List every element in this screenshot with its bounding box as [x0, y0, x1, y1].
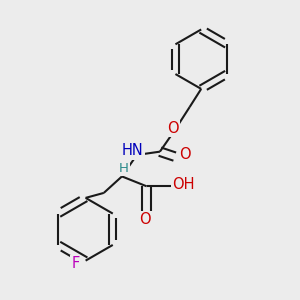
Text: O: O — [139, 212, 151, 227]
Text: OH: OH — [172, 177, 194, 192]
Text: O: O — [179, 148, 190, 163]
Text: F: F — [72, 256, 80, 272]
Text: O: O — [167, 121, 179, 136]
Text: H: H — [118, 162, 128, 175]
Text: HN: HN — [122, 143, 144, 158]
